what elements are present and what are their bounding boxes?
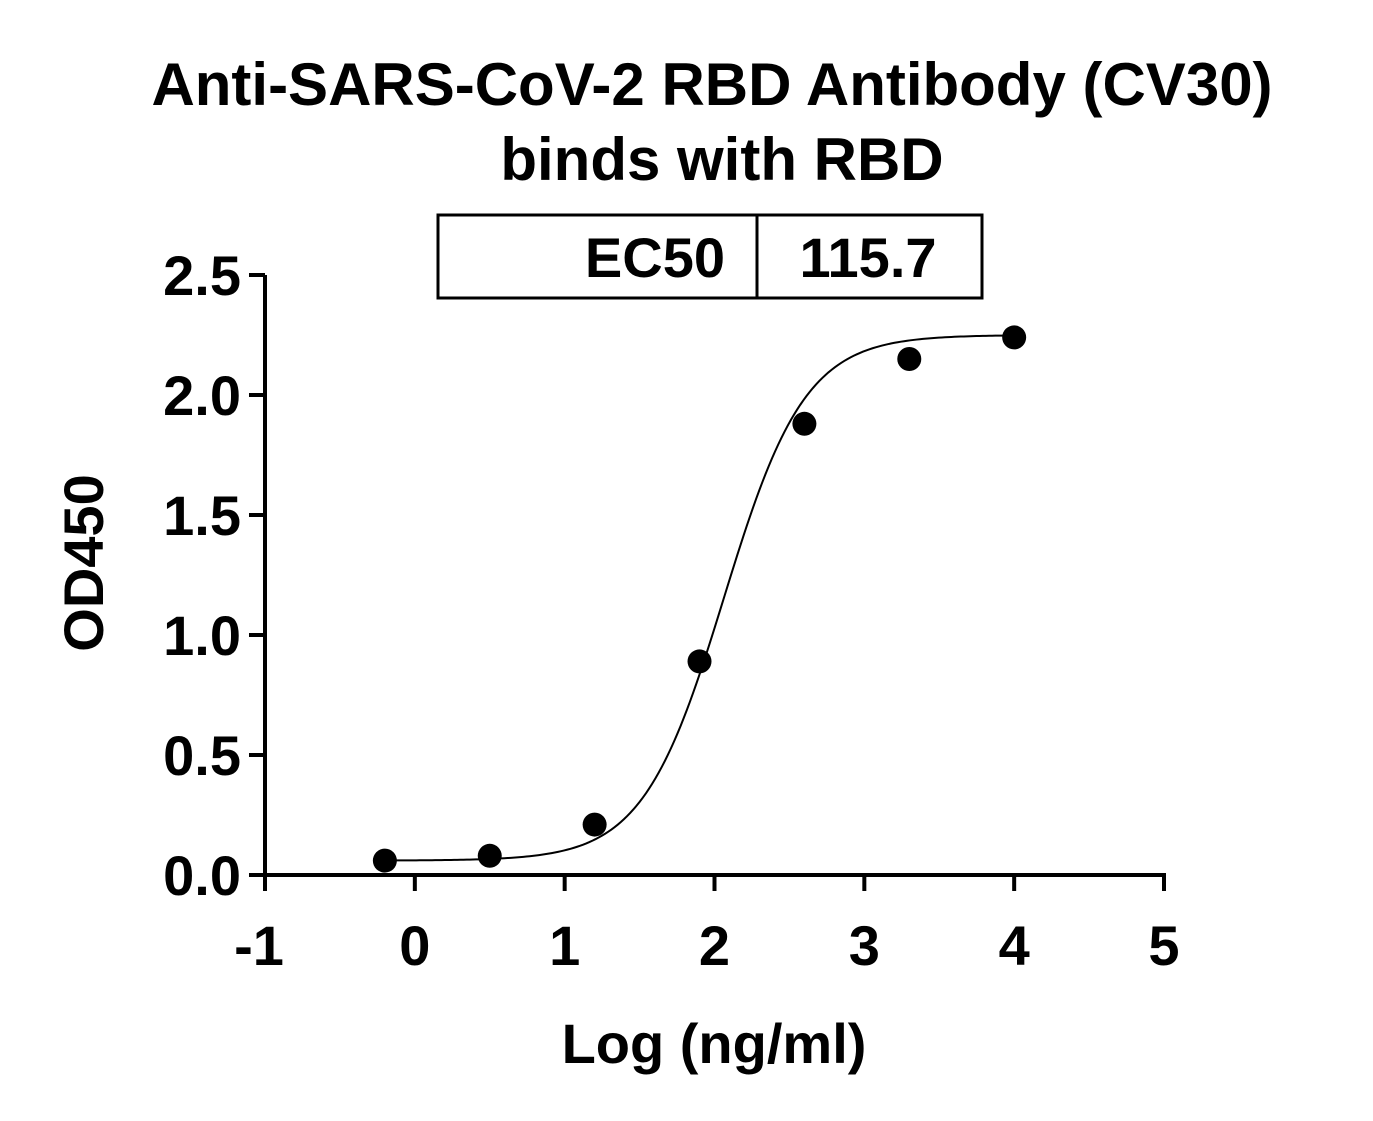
x-axis-label: Log (ng/ml) — [562, 1012, 867, 1075]
x-tick-label: 2 — [699, 914, 730, 977]
y-tick-label: 2.0 — [163, 364, 241, 427]
chart-title: Anti-SARS-CoV-2 RBD Antibody (CV30) — [151, 51, 1272, 118]
x-tick-label: 5 — [1148, 914, 1179, 977]
x-tick-label: 4 — [999, 914, 1030, 977]
ec50-table-border — [436, 213, 984, 300]
chart-subtitle: binds with RBD — [500, 126, 943, 193]
x-tick-label: 0 — [399, 914, 430, 977]
x-tick-label: 3 — [849, 914, 880, 977]
data-point — [477, 843, 502, 868]
y-tick-label: 0.0 — [163, 844, 241, 907]
y-axis: 0.0 0.5 1.0 1.5 2.0 2.5 — [163, 244, 267, 907]
y-tick-label: 1.5 — [163, 484, 241, 547]
data-point — [897, 347, 922, 371]
data-point — [687, 649, 712, 674]
data-point — [792, 411, 817, 436]
x-tick-label: -1 — [234, 914, 284, 977]
y-tick-label: 2.5 — [163, 244, 241, 307]
y-axis-label: OD450 — [52, 474, 115, 651]
x-tick-label: 1 — [549, 914, 580, 977]
data-point — [582, 812, 607, 837]
y-tick-label: 1.0 — [163, 604, 241, 667]
ec50-table: EC50 115.7 — [436, 213, 984, 300]
fit-curve — [384, 334, 1015, 862]
plot-area — [372, 325, 1027, 873]
data-point — [372, 848, 397, 873]
y-tick-label: 0.5 — [163, 724, 241, 787]
x-axis: -1 0 1 2 3 4 5 — [234, 873, 1180, 977]
ec50-label: EC50 — [585, 226, 725, 289]
data-point — [1002, 325, 1027, 350]
ec50-value: 115.7 — [799, 226, 936, 289]
